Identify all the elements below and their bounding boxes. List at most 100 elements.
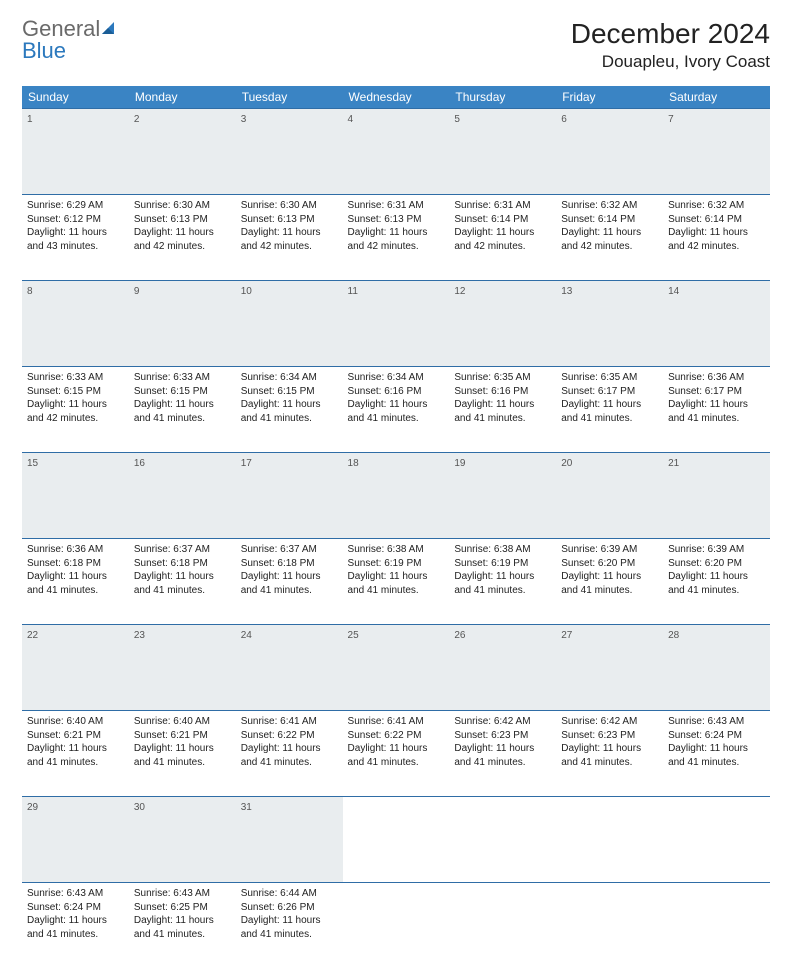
day-number-cell: 27	[556, 625, 663, 711]
day-detail-row: Sunrise: 6:29 AMSunset: 6:12 PMDaylight:…	[22, 195, 770, 281]
day-detail-cell: Sunrise: 6:41 AMSunset: 6:22 PMDaylight:…	[343, 711, 450, 797]
sunset-text: Sunset: 6:18 PM	[27, 557, 124, 571]
title-block: December 2024 Douapleu, Ivory Coast	[571, 18, 770, 72]
sunrise-text: Sunrise: 6:41 AM	[348, 715, 445, 729]
sunrise-text: Sunrise: 6:30 AM	[134, 199, 231, 213]
sunrise-text: Sunrise: 6:39 AM	[561, 543, 658, 557]
brand-word2: Blue	[22, 38, 66, 63]
sunrise-text: Sunrise: 6:43 AM	[134, 887, 231, 901]
sunrise-text: Sunrise: 6:44 AM	[241, 887, 338, 901]
day-number-cell: 24	[236, 625, 343, 711]
day-detail-cell: Sunrise: 6:42 AMSunset: 6:23 PMDaylight:…	[556, 711, 663, 797]
sunset-text: Sunset: 6:18 PM	[241, 557, 338, 571]
sunset-text: Sunset: 6:19 PM	[454, 557, 551, 571]
daylight-text: Daylight: 11 hours and 41 minutes.	[134, 742, 231, 769]
day-detail-cell: Sunrise: 6:32 AMSunset: 6:14 PMDaylight:…	[556, 195, 663, 281]
daylight-text: Daylight: 11 hours and 41 minutes.	[454, 742, 551, 769]
daylight-text: Daylight: 11 hours and 41 minutes.	[241, 914, 338, 941]
sunset-text: Sunset: 6:13 PM	[134, 213, 231, 227]
day-detail-cell: Sunrise: 6:31 AMSunset: 6:13 PMDaylight:…	[343, 195, 450, 281]
sunrise-text: Sunrise: 6:38 AM	[454, 543, 551, 557]
sunset-text: Sunset: 6:24 PM	[27, 901, 124, 915]
day-number-cell: 3	[236, 109, 343, 195]
day-number-cell: 1	[22, 109, 129, 195]
day-detail-cell: Sunrise: 6:41 AMSunset: 6:22 PMDaylight:…	[236, 711, 343, 797]
day-header: Monday	[129, 86, 236, 109]
day-detail-cell: Sunrise: 6:35 AMSunset: 6:16 PMDaylight:…	[449, 367, 556, 453]
daylight-text: Daylight: 11 hours and 41 minutes.	[27, 914, 124, 941]
daylight-text: Daylight: 11 hours and 41 minutes.	[27, 570, 124, 597]
day-number-cell: 22	[22, 625, 129, 711]
sunset-text: Sunset: 6:17 PM	[668, 385, 765, 399]
daylight-text: Daylight: 11 hours and 43 minutes.	[27, 226, 124, 253]
sunrise-text: Sunrise: 6:37 AM	[134, 543, 231, 557]
day-number-cell: 7	[663, 109, 770, 195]
sunset-text: Sunset: 6:14 PM	[561, 213, 658, 227]
day-header: Thursday	[449, 86, 556, 109]
day-detail-row: Sunrise: 6:33 AMSunset: 6:15 PMDaylight:…	[22, 367, 770, 453]
daylight-text: Daylight: 11 hours and 41 minutes.	[241, 398, 338, 425]
day-number-cell: 21	[663, 453, 770, 539]
sunrise-text: Sunrise: 6:40 AM	[134, 715, 231, 729]
sunset-text: Sunset: 6:25 PM	[134, 901, 231, 915]
sunset-text: Sunset: 6:22 PM	[241, 729, 338, 743]
sunset-text: Sunset: 6:14 PM	[454, 213, 551, 227]
day-number-cell: 15	[22, 453, 129, 539]
day-number-cell: 20	[556, 453, 663, 539]
sunrise-text: Sunrise: 6:39 AM	[668, 543, 765, 557]
sunrise-text: Sunrise: 6:35 AM	[561, 371, 658, 385]
sunrise-text: Sunrise: 6:29 AM	[27, 199, 124, 213]
day-number-row: 891011121314	[22, 281, 770, 367]
sunset-text: Sunset: 6:15 PM	[134, 385, 231, 399]
day-detail-cell: Sunrise: 6:43 AMSunset: 6:24 PMDaylight:…	[663, 711, 770, 797]
day-detail-row: Sunrise: 6:40 AMSunset: 6:21 PMDaylight:…	[22, 711, 770, 797]
daylight-text: Daylight: 11 hours and 42 minutes.	[241, 226, 338, 253]
sunset-text: Sunset: 6:15 PM	[241, 385, 338, 399]
sunrise-text: Sunrise: 6:34 AM	[241, 371, 338, 385]
daylight-text: Daylight: 11 hours and 41 minutes.	[27, 742, 124, 769]
day-number-cell: 29	[22, 797, 129, 883]
empty-cell	[556, 797, 663, 883]
sunset-text: Sunset: 6:21 PM	[27, 729, 124, 743]
logo-sail-icon	[100, 18, 120, 40]
daylight-text: Daylight: 11 hours and 41 minutes.	[134, 914, 231, 941]
empty-cell	[449, 883, 556, 969]
daylight-text: Daylight: 11 hours and 42 minutes.	[668, 226, 765, 253]
day-number-cell: 26	[449, 625, 556, 711]
day-detail-cell: Sunrise: 6:34 AMSunset: 6:16 PMDaylight:…	[343, 367, 450, 453]
month-title: December 2024	[571, 18, 770, 50]
sunset-text: Sunset: 6:23 PM	[454, 729, 551, 743]
day-header: Saturday	[663, 86, 770, 109]
sunrise-text: Sunrise: 6:33 AM	[134, 371, 231, 385]
calendar-table: SundayMondayTuesdayWednesdayThursdayFrid…	[22, 86, 770, 969]
day-detail-cell: Sunrise: 6:40 AMSunset: 6:21 PMDaylight:…	[129, 711, 236, 797]
sunrise-text: Sunrise: 6:41 AM	[241, 715, 338, 729]
sunrise-text: Sunrise: 6:42 AM	[454, 715, 551, 729]
empty-cell	[343, 883, 450, 969]
daylight-text: Daylight: 11 hours and 42 minutes.	[561, 226, 658, 253]
sunrise-text: Sunrise: 6:31 AM	[454, 199, 551, 213]
day-number-cell: 13	[556, 281, 663, 367]
daylight-text: Daylight: 11 hours and 41 minutes.	[134, 398, 231, 425]
sunrise-text: Sunrise: 6:30 AM	[241, 199, 338, 213]
sunset-text: Sunset: 6:19 PM	[348, 557, 445, 571]
sunset-text: Sunset: 6:21 PM	[134, 729, 231, 743]
daylight-text: Daylight: 11 hours and 41 minutes.	[134, 570, 231, 597]
daylight-text: Daylight: 11 hours and 42 minutes.	[348, 226, 445, 253]
daylight-text: Daylight: 11 hours and 41 minutes.	[561, 742, 658, 769]
day-number-row: 22232425262728	[22, 625, 770, 711]
daylight-text: Daylight: 11 hours and 41 minutes.	[241, 570, 338, 597]
day-detail-cell: Sunrise: 6:42 AMSunset: 6:23 PMDaylight:…	[449, 711, 556, 797]
sunset-text: Sunset: 6:14 PM	[668, 213, 765, 227]
day-number-cell: 12	[449, 281, 556, 367]
day-number-cell: 8	[22, 281, 129, 367]
day-number-cell: 4	[343, 109, 450, 195]
sunrise-text: Sunrise: 6:35 AM	[454, 371, 551, 385]
day-number-cell: 10	[236, 281, 343, 367]
daylight-text: Daylight: 11 hours and 41 minutes.	[561, 398, 658, 425]
day-number-row: 15161718192021	[22, 453, 770, 539]
day-detail-cell: Sunrise: 6:44 AMSunset: 6:26 PMDaylight:…	[236, 883, 343, 969]
sunrise-text: Sunrise: 6:43 AM	[27, 887, 124, 901]
day-header: Wednesday	[343, 86, 450, 109]
day-detail-cell: Sunrise: 6:30 AMSunset: 6:13 PMDaylight:…	[129, 195, 236, 281]
